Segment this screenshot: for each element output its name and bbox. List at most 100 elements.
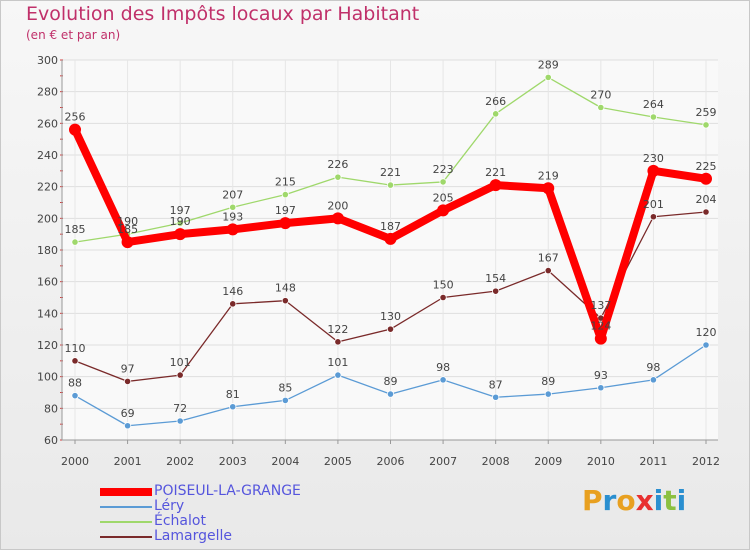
x-tick-label: 2009	[534, 455, 562, 468]
data-label: 137	[590, 299, 611, 312]
logo-letter: i	[676, 484, 687, 517]
data-point	[69, 123, 81, 136]
logo-letter: t	[663, 484, 677, 517]
data-label: 219	[538, 169, 559, 182]
data-point	[544, 390, 552, 398]
data-point	[121, 236, 134, 249]
data-point	[384, 232, 397, 245]
data-point	[386, 325, 395, 333]
data-point	[702, 208, 710, 216]
data-label: 110	[65, 342, 86, 355]
data-point	[544, 73, 552, 82]
x-tick-label: 2008	[482, 455, 510, 468]
data-label: 204	[696, 193, 717, 206]
x-tick-label: 2005	[324, 455, 352, 468]
data-point	[71, 238, 79, 246]
data-label: 259	[696, 106, 717, 119]
data-label: 225	[696, 160, 717, 173]
y-tick-label: 260	[37, 117, 58, 130]
data-label: 167	[538, 252, 559, 265]
data-label: 120	[696, 326, 717, 339]
data-point	[229, 300, 237, 308]
data-point	[176, 371, 184, 379]
data-point	[331, 212, 344, 225]
logo-letter: x	[635, 484, 654, 517]
data-point	[439, 178, 447, 186]
data-label: 215	[275, 176, 296, 189]
data-label: 89	[384, 375, 398, 388]
logo-letter: o	[616, 484, 636, 517]
data-point	[597, 384, 605, 392]
data-point	[594, 332, 607, 345]
x-tick-label: 2012	[692, 455, 720, 468]
data-label: 69	[121, 407, 135, 420]
data-point	[492, 287, 500, 295]
data-point	[281, 396, 289, 405]
y-tick-label: 140	[37, 307, 58, 320]
data-point	[649, 376, 658, 384]
data-label: 72	[173, 402, 187, 415]
x-tick-label: 2011	[639, 455, 667, 468]
data-label: 190	[117, 215, 138, 228]
data-point	[176, 417, 184, 425]
data-point	[702, 341, 710, 349]
data-point	[647, 164, 660, 177]
proxiti-logo: Proxiti	[582, 484, 686, 517]
legend-swatch-poiseul	[100, 488, 152, 496]
data-point	[123, 422, 132, 430]
x-tick-label: 2004	[271, 455, 299, 468]
data-point	[176, 219, 184, 227]
data-label: 101	[327, 356, 348, 369]
data-point	[700, 172, 712, 185]
data-point	[386, 181, 395, 189]
data-point	[437, 204, 450, 217]
logo-letter: P	[582, 484, 603, 517]
data-point	[439, 376, 447, 384]
legend-label-poiseul: POISEUL-LA-GRANGE	[154, 483, 301, 499]
data-point	[229, 203, 237, 211]
data-label: 93	[594, 369, 608, 382]
data-label: 256	[65, 111, 86, 124]
data-label: 193	[222, 210, 243, 223]
data-label: 200	[327, 199, 348, 212]
y-tick-label: 60	[44, 434, 58, 447]
data-point	[71, 357, 79, 365]
data-label: 221	[485, 166, 506, 179]
data-label: 85	[278, 381, 292, 394]
y-tick-label: 80	[44, 402, 58, 415]
data-point	[229, 403, 237, 411]
data-point	[386, 390, 395, 398]
data-label: 130	[380, 310, 401, 323]
data-label: 207	[222, 188, 243, 201]
data-point	[492, 393, 500, 401]
data-point	[439, 293, 447, 302]
data-label: 81	[226, 388, 240, 401]
data-point	[489, 179, 502, 192]
x-tick-label: 2003	[219, 455, 247, 468]
y-tick-label: 200	[37, 212, 58, 225]
data-point	[281, 297, 289, 305]
data-point	[597, 103, 605, 112]
series-layer	[69, 73, 712, 430]
data-point	[702, 121, 710, 129]
chart-title: Evolution des Impôts locaux par Habitant	[26, 3, 420, 25]
legend-label-echalot: Échalot	[154, 513, 206, 529]
data-label: 154	[485, 272, 506, 285]
logo-letter: r	[602, 484, 617, 517]
data-label: 289	[538, 58, 559, 71]
axis-layer: 60 80 100 120 140 160 180 200 220 240 260 280 300 200…	[37, 54, 720, 468]
data-point	[649, 113, 658, 121]
y-tick-label: 240	[37, 149, 58, 162]
data-point	[542, 182, 555, 195]
x-tick-label: 2002	[166, 455, 194, 468]
chart-subtitle: (en € et par an)	[26, 28, 121, 42]
data-label: 266	[485, 95, 506, 108]
y-tick-label: 160	[37, 276, 58, 289]
data-label: 270	[590, 89, 611, 102]
legend-swatch-echalot	[100, 521, 152, 523]
data-label: 201	[643, 198, 664, 211]
data-label: 264	[643, 98, 664, 111]
x-tick-label: 2006	[377, 455, 405, 468]
data-label: 98	[436, 361, 450, 374]
